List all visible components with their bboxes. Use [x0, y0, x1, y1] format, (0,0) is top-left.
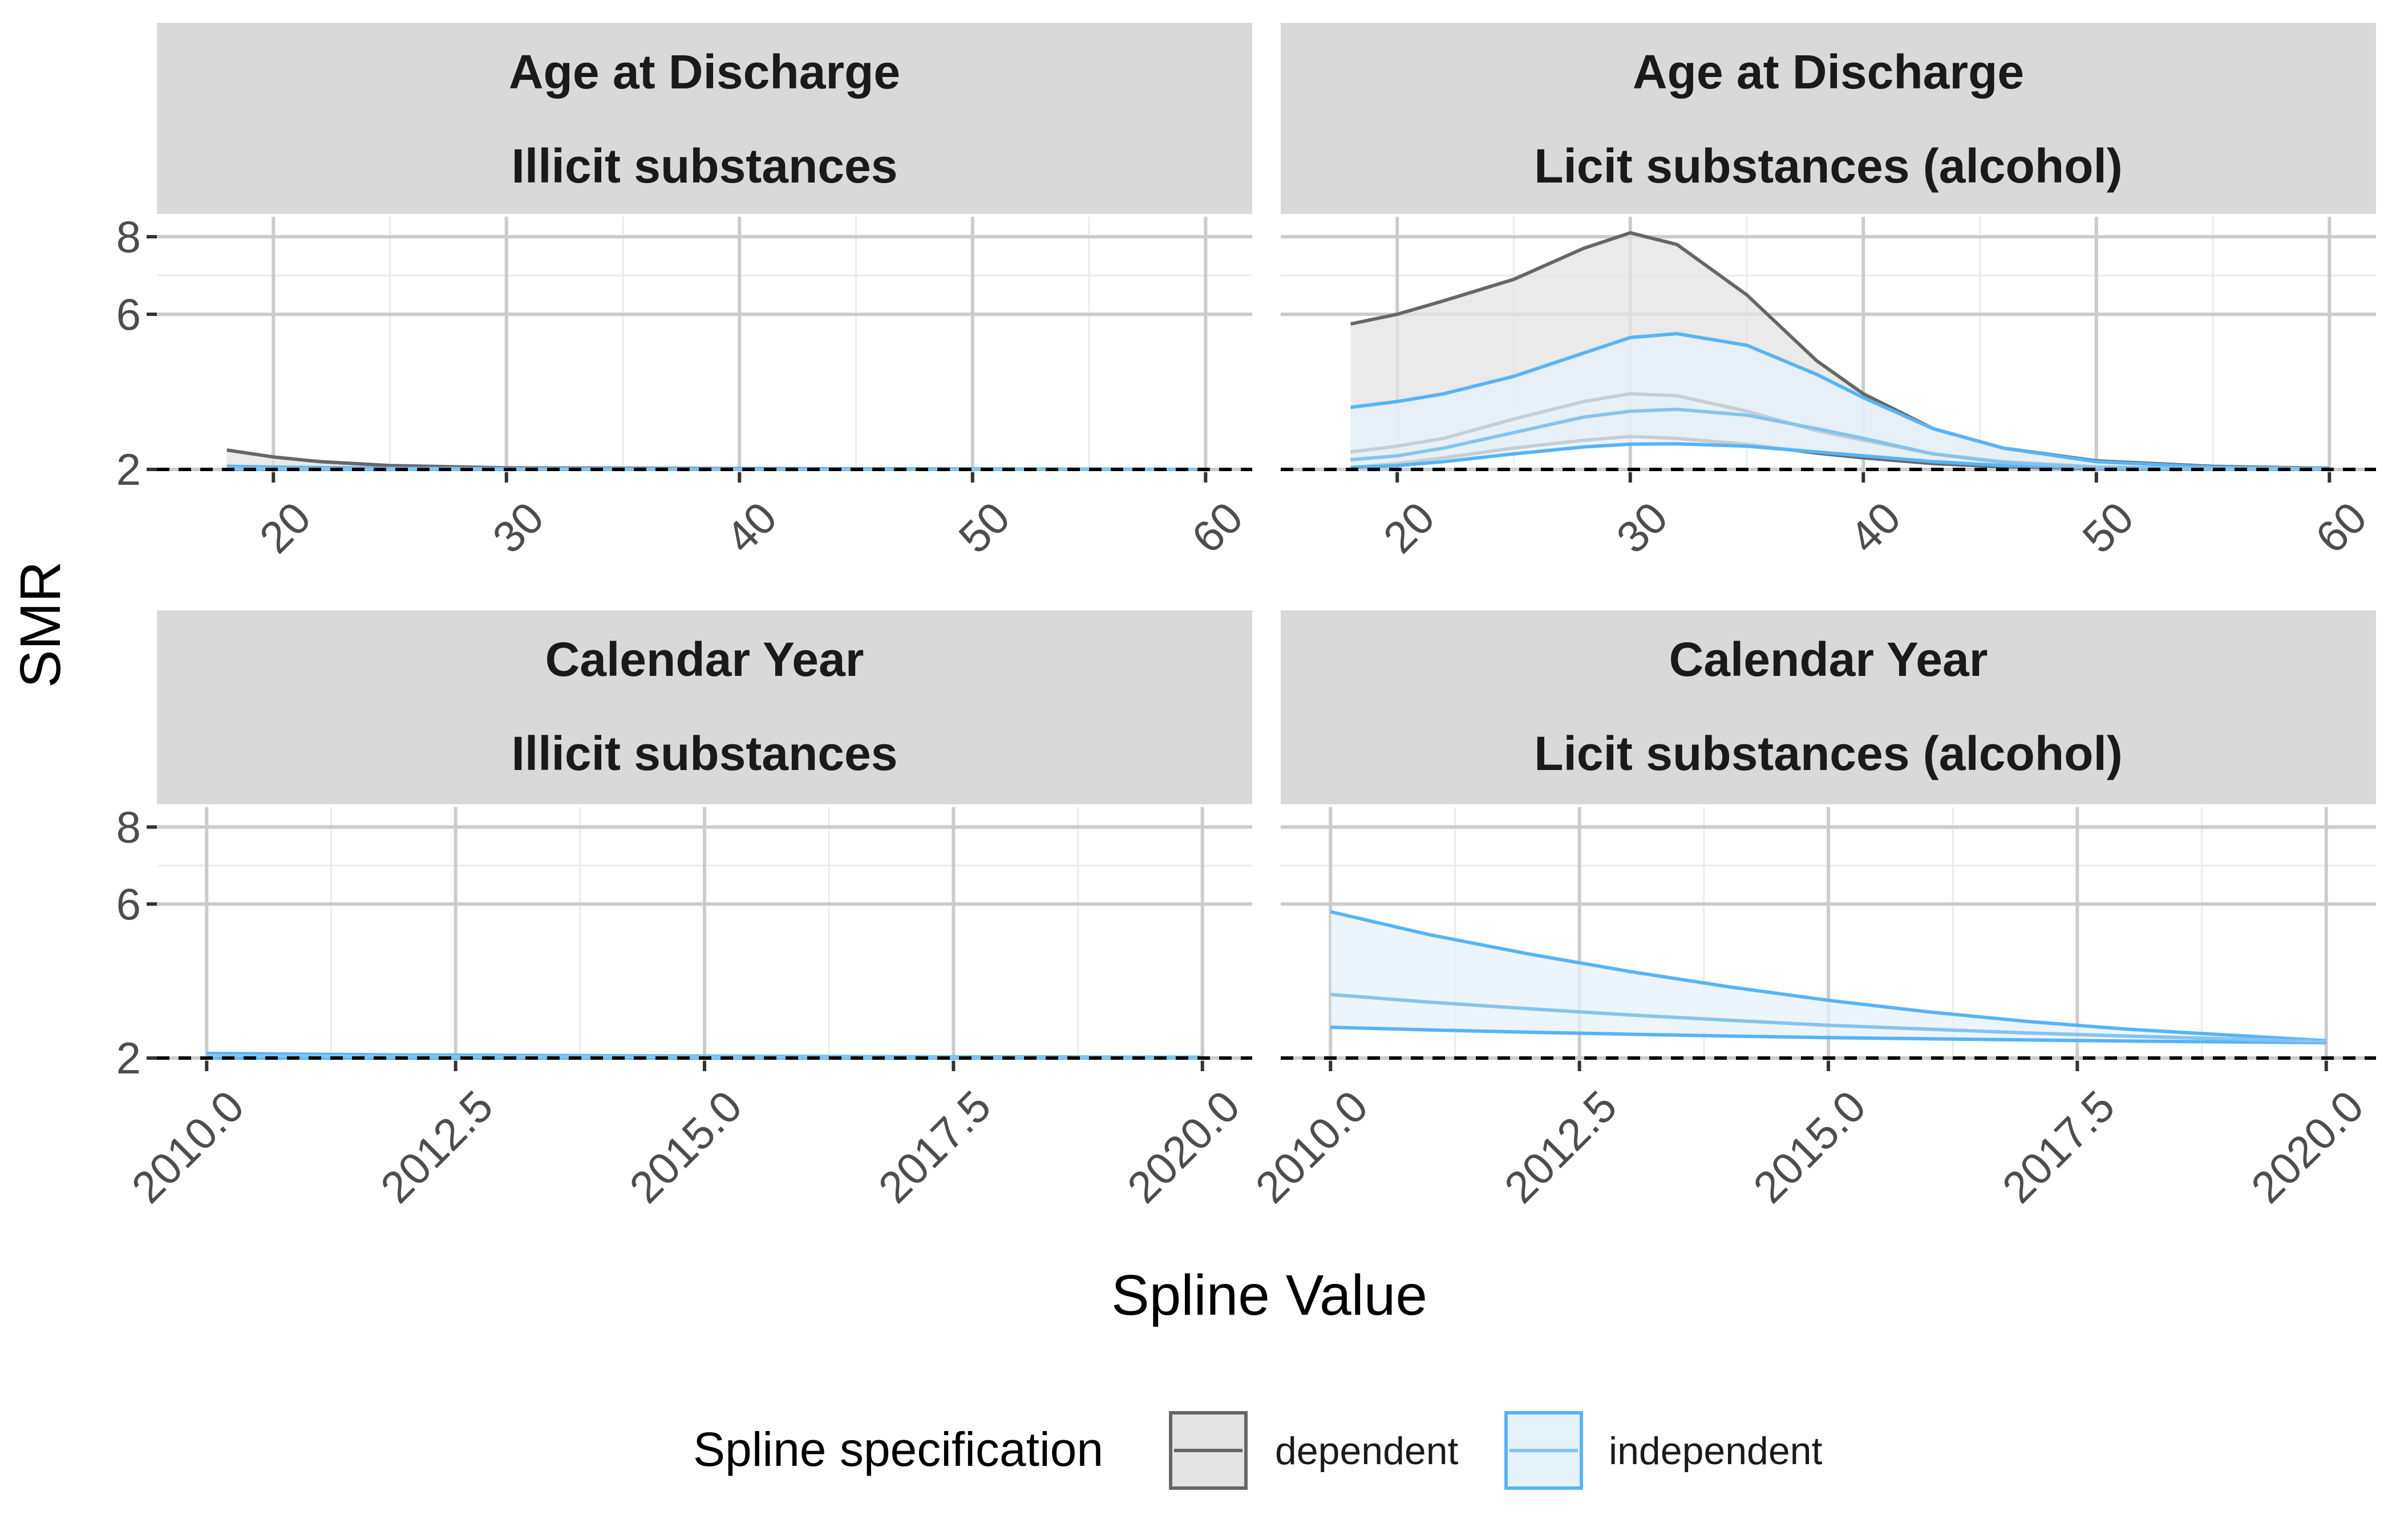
- y-tick-label: 2: [116, 444, 141, 495]
- facet-strip: [1281, 23, 2376, 214]
- independent-ci-ribbon: [1350, 334, 2330, 469]
- x-axis-title: Spline Value: [1111, 1263, 1427, 1327]
- independent-estimate-line: [1330, 992, 2326, 1043]
- independent-upper-bound-line: [1350, 332, 2330, 471]
- y-tick-label: 8: [116, 212, 141, 262]
- legend-item-dependent: dependent: [1169, 1411, 1459, 1490]
- plot-area: [157, 217, 1252, 472]
- legend-label: independent: [1609, 1429, 1822, 1473]
- facet-strip: [1281, 610, 2376, 804]
- y-axis-title: SMR: [9, 561, 72, 688]
- facet-strip-label: Age at Discharge: [1633, 45, 2024, 99]
- facet-strip-label: Illicit substances: [512, 139, 898, 193]
- independent-lower-bound-line: [1330, 1026, 2326, 1044]
- facet-strip-label: Licit substances (alcohol): [1534, 727, 2123, 780]
- facet-strip-label: Calendar Year: [545, 633, 864, 686]
- facet-strip-label: Illicit substances: [512, 727, 898, 780]
- y-tick-label: 2: [116, 1033, 141, 1083]
- facet-strip-label: Licit substances (alcohol): [1534, 139, 2123, 193]
- y-tick-label: 6: [116, 879, 141, 929]
- independent-ci-ribbon: [1330, 911, 2326, 1043]
- legend-label: dependent: [1275, 1429, 1459, 1473]
- y-tick-label: 8: [116, 802, 141, 852]
- independent-estimate-line: [226, 467, 1206, 471]
- independent-estimate-line: [1350, 407, 2330, 471]
- legend: Spline specification dependent independent: [693, 1411, 1822, 1490]
- facet-strip-label: Age at Discharge: [509, 45, 900, 99]
- series-group: [1350, 231, 2330, 471]
- legend-item-independent: independent: [1504, 1411, 1822, 1490]
- y-tick-label: 6: [116, 289, 141, 339]
- legend-title: Spline specification: [693, 1423, 1103, 1476]
- facet-strip: [157, 23, 1252, 214]
- independent-upper-bound-line: [1330, 910, 2326, 1043]
- facet-strip: [157, 610, 1252, 804]
- series-group: [1330, 910, 2326, 1044]
- facet-strip-label: Calendar Year: [1669, 633, 1988, 686]
